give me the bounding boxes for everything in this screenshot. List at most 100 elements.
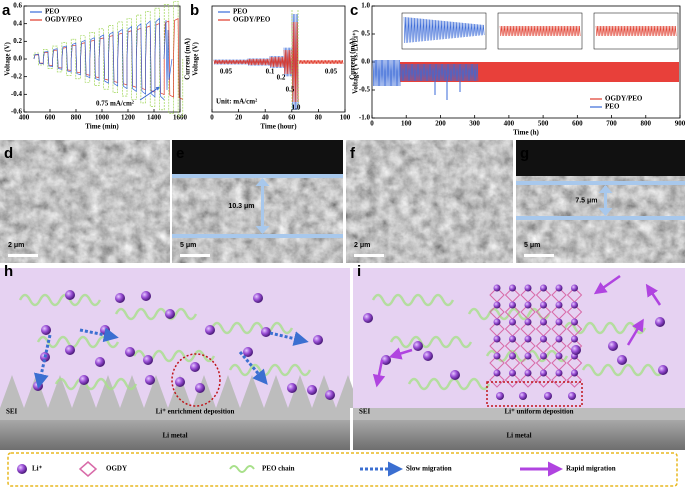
legend-label: OGDY/PEO — [605, 95, 643, 103]
li-ion — [95, 357, 105, 367]
panel-label: h — [4, 263, 13, 280]
li-ion — [540, 352, 547, 360]
peo-chain — [228, 363, 312, 377]
li-ion — [325, 390, 335, 400]
waveform — [403, 16, 485, 44]
li-ion — [524, 284, 532, 292]
x-tick-label: 400 — [19, 114, 30, 122]
li-ion — [571, 318, 578, 326]
li-ion — [79, 375, 89, 385]
sem-dark — [516, 140, 685, 176]
waveform — [247, 58, 270, 66]
film-edge — [516, 216, 685, 220]
legend-label: Li⁺ — [32, 465, 43, 473]
li-ion — [509, 284, 516, 292]
y-tick-label: 1.0 — [361, 2, 370, 10]
scale-label: 5 μm — [524, 242, 540, 249]
ogdy-lattice — [504, 372, 521, 388]
peo-chain — [210, 321, 294, 335]
y-tick-label: 0.0 — [361, 58, 370, 66]
y-tick-label: 0.5 — [361, 30, 370, 38]
li-ion — [65, 290, 75, 300]
peo-chain — [114, 307, 198, 321]
annotation: 0.75 mA/cm² — [96, 100, 134, 108]
li-ion — [17, 464, 27, 474]
li-ion — [509, 335, 516, 343]
y-tick-label: 0.0 — [13, 55, 22, 63]
li-ion — [195, 383, 205, 393]
panel-label: e — [176, 145, 184, 162]
legend-label: OGDY/PEO — [233, 16, 271, 24]
step-label: 1.0 — [292, 104, 301, 112]
ogdy-icon — [78, 461, 98, 477]
li-ion — [65, 345, 75, 355]
legend-label: PEO — [233, 8, 248, 16]
li-ion — [143, 355, 153, 365]
deposit-box — [486, 381, 583, 407]
li-ion — [509, 352, 516, 360]
li-ion — [313, 335, 323, 345]
legend-label: PEO — [45, 8, 60, 16]
waveform — [269, 56, 285, 68]
li-ion — [608, 341, 618, 351]
li-ion — [493, 335, 501, 343]
y-tick-label: -0.6 — [11, 108, 23, 116]
sem-dark — [172, 140, 343, 176]
li-ion — [571, 335, 578, 343]
x-tick-label: 1000 — [95, 114, 110, 122]
sem-image — [0, 140, 170, 263]
x-tick-label: 60 — [288, 114, 296, 122]
x-tick-label: 0 — [210, 114, 214, 122]
li-ion — [493, 301, 501, 309]
scale-bar — [180, 254, 210, 257]
y-tick-label: -1.0 — [359, 114, 371, 122]
step-label: 0.05 — [325, 68, 338, 76]
panel-label: a — [2, 2, 11, 19]
peo-icon — [229, 465, 255, 473]
scale-bar — [8, 254, 38, 257]
li-ion — [571, 301, 578, 309]
li-ion — [524, 318, 532, 326]
li-ion — [519, 392, 527, 400]
legend-label: OGDY/PEO — [45, 16, 83, 24]
li-ion — [413, 341, 423, 351]
step-label: 0.1 — [266, 68, 275, 76]
metal-label: Li metal — [506, 432, 531, 440]
li-ion — [540, 318, 547, 326]
x-axis-label: Time (h) — [513, 129, 539, 137]
li-ion — [555, 369, 563, 377]
li-ion — [125, 347, 135, 357]
x-tick-label: 300 — [469, 120, 480, 128]
step-label: 0.05 — [220, 68, 233, 76]
film-edge — [516, 181, 685, 185]
li-ion — [544, 392, 552, 400]
panel-label: c — [350, 2, 358, 19]
waveform — [298, 59, 344, 65]
peo-chain — [467, 307, 551, 321]
li-ion — [509, 369, 516, 377]
li-metal — [0, 420, 350, 450]
li-ion — [540, 335, 547, 343]
sei-layer — [353, 408, 685, 420]
x-tick-label: 600 — [45, 114, 56, 122]
peo-chain — [407, 377, 491, 391]
rapid-arrow — [645, 283, 662, 306]
x-tick-label: 40 — [262, 114, 270, 122]
slow-arrow — [79, 327, 119, 343]
y-axis-label: Voltage (V) — [4, 41, 12, 75]
li-ion — [287, 383, 297, 393]
deposition-label: Li⁺ uniform deposition — [504, 408, 573, 416]
li-ion — [509, 318, 516, 326]
li-ion — [555, 335, 563, 343]
scale-label: 5 μm — [180, 242, 196, 249]
y-tick-label: 0.4 — [13, 19, 22, 27]
li-ion — [381, 355, 391, 365]
y-tick-label: -0.2 — [11, 72, 23, 80]
x-tick-label: 20 — [235, 114, 243, 122]
li-ion — [307, 385, 317, 395]
ogdy-lattice — [551, 372, 567, 388]
sei-label: SEI — [359, 408, 371, 416]
deposition-label: Li⁺ enrichment deposition — [156, 408, 235, 416]
x-tick-label: 400 — [504, 120, 515, 128]
arrow-head — [598, 185, 613, 216]
